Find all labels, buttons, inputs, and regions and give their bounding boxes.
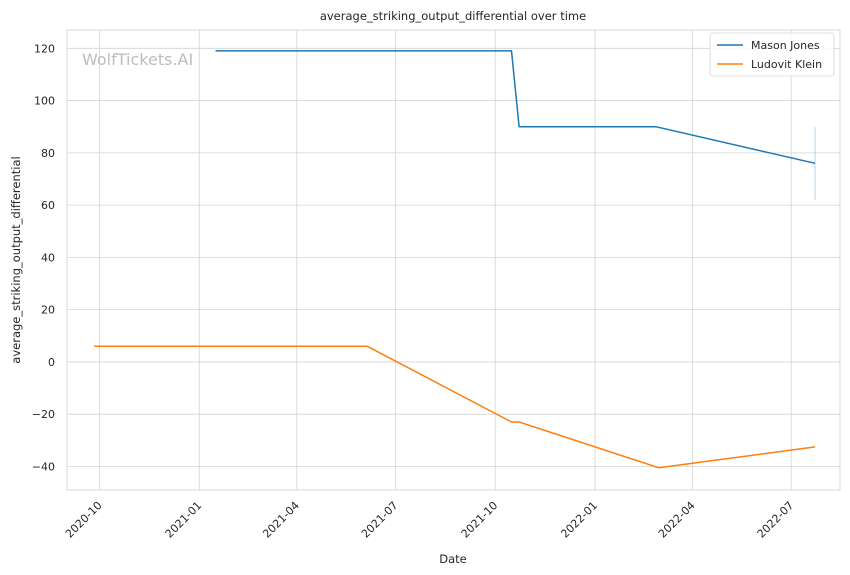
y-tick-label: 80 xyxy=(41,147,55,160)
series-mason-jones xyxy=(215,50,816,200)
y-tick-label: 0 xyxy=(48,356,55,369)
chart-title: average_striking_output_differential ove… xyxy=(320,9,586,23)
y-gridlines xyxy=(67,47,840,467)
plot-area-frame xyxy=(66,29,841,491)
x-gridlines xyxy=(99,30,792,490)
y-tick-labels: −40 −20 0 20 40 60 80 100 120 xyxy=(32,42,55,473)
x-tick-label: 2021-07 xyxy=(359,499,401,541)
x-axis-title: Date xyxy=(439,552,467,566)
x-tick-labels: 2020-10 2021-01 2021-04 2021-07 2021-10 2022-… xyxy=(63,499,796,541)
y-tick-label: 120 xyxy=(34,42,55,55)
legend-label-mason-jones: Mason Jones xyxy=(751,39,820,52)
legend: Mason Jones Ludovit Klein xyxy=(709,32,835,77)
series-ludovit-klein xyxy=(94,345,816,469)
y-tick-label: 60 xyxy=(41,199,55,212)
x-tick-label: 2020-10 xyxy=(63,499,105,541)
x-tick-label: 2022-04 xyxy=(656,499,698,541)
watermark: WolfTickets.AI xyxy=(82,50,193,69)
series-ludovit-klein-line xyxy=(94,345,816,469)
x-tick-label: 2021-10 xyxy=(459,499,501,541)
y-tick-label: 100 xyxy=(34,95,55,108)
y-tick-label: −40 xyxy=(32,460,55,473)
series-mason-jones-line xyxy=(215,50,816,165)
x-tick-label: 2022-07 xyxy=(755,499,797,541)
x-tick-label: 2021-04 xyxy=(260,499,302,541)
legend-label-ludovit-klein: Ludovit Klein xyxy=(751,58,822,71)
series-layer xyxy=(94,50,816,469)
legend-box xyxy=(709,32,835,77)
x-tick-label: 2021-01 xyxy=(163,499,205,541)
y-axis-title: average_striking_output_differential xyxy=(9,156,23,363)
y-tick-label: −20 xyxy=(32,408,55,421)
x-tick-label: 2022-01 xyxy=(558,499,600,541)
y-tick-label: 20 xyxy=(41,304,55,317)
y-tick-label: 40 xyxy=(41,251,55,264)
